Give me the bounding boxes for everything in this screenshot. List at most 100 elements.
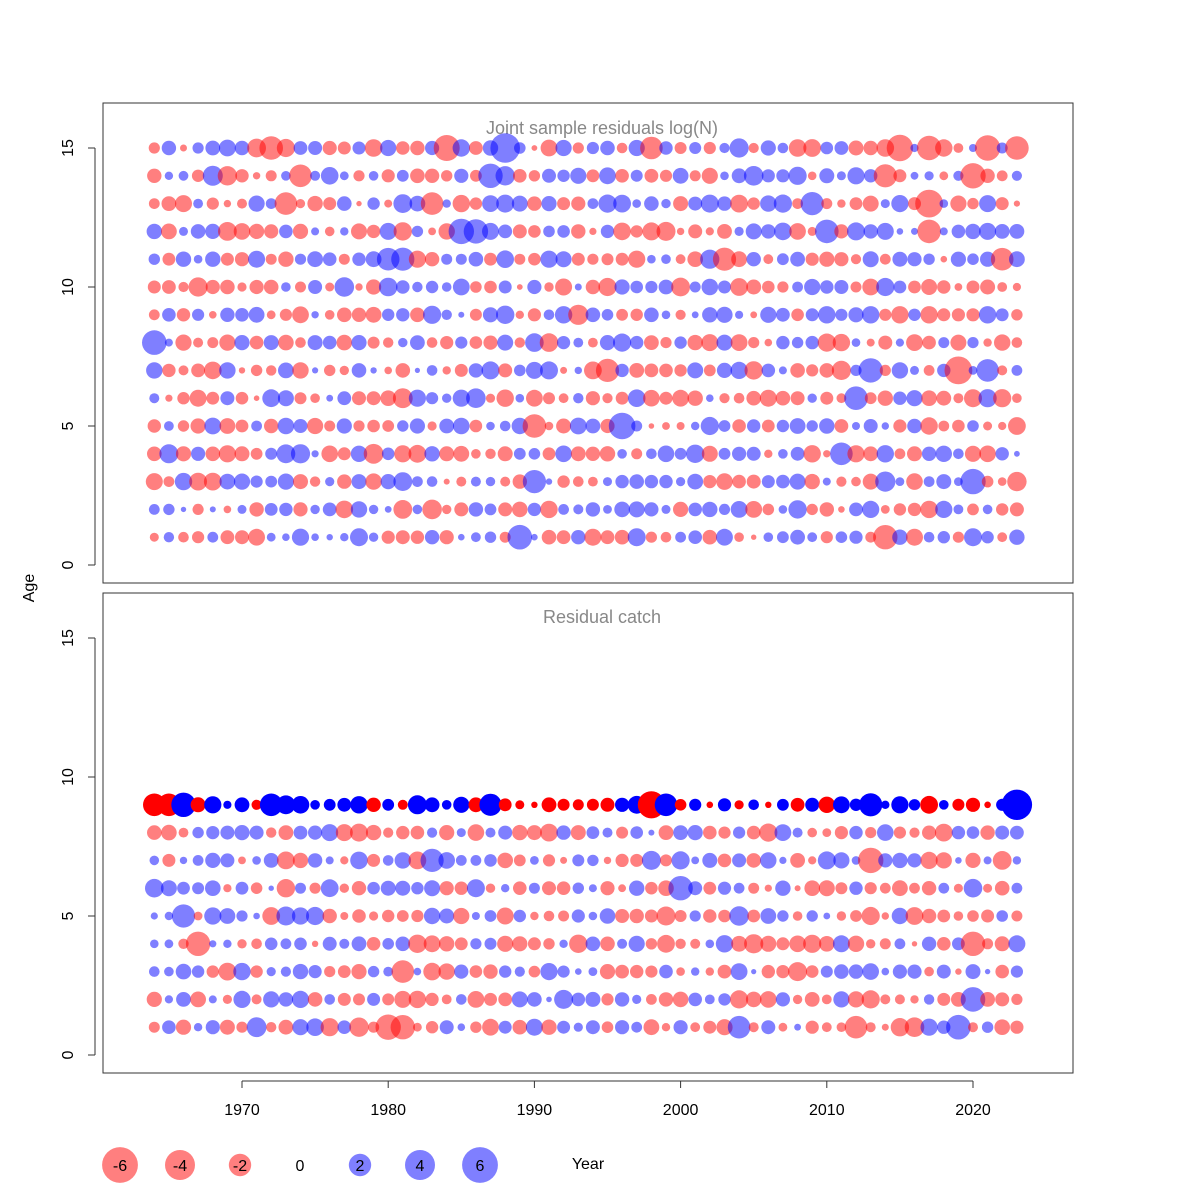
residual-bubble [439, 825, 455, 841]
residual-bubble [733, 826, 746, 839]
residual-bubble [847, 445, 865, 463]
residual-bubble [557, 1020, 571, 1034]
y-tick-label: 0 [60, 560, 77, 569]
residual-bubble [762, 503, 775, 516]
residual-bubble [485, 476, 496, 487]
residual-bubble [557, 197, 571, 211]
residual-bubble [837, 199, 846, 208]
residual-bubble [545, 478, 553, 485]
residual-bubble [236, 1021, 248, 1033]
residual-bubble [937, 308, 951, 322]
residual-bubble [915, 189, 943, 218]
residual-bubble [396, 910, 409, 922]
residual-bubble [470, 1021, 482, 1033]
residual-bubble [486, 421, 495, 431]
residual-bubble [862, 963, 879, 980]
residual-bubble [544, 282, 554, 292]
residual-bubble [701, 278, 719, 296]
residual-bubble [952, 798, 965, 811]
residual-bubble [979, 195, 997, 213]
residual-bubble [642, 222, 661, 241]
residual-bubble [383, 827, 394, 838]
residual-bubble [276, 138, 295, 158]
residual-bubble [528, 252, 541, 266]
residual-bubble [834, 224, 849, 239]
residual-bubble [632, 199, 641, 208]
residual-bubble [266, 1021, 277, 1033]
residual-bubble [674, 447, 687, 460]
residual-bubble [821, 994, 832, 1005]
residual-bubble [935, 852, 952, 869]
residual-bubble [704, 994, 715, 1005]
residual-bubble [307, 853, 323, 868]
residual-bubble [161, 223, 177, 240]
residual-bubble [423, 907, 441, 925]
residual-bubble [178, 827, 189, 838]
residual-bubble [924, 966, 934, 977]
residual-bubble [527, 502, 542, 517]
residual-bubble [674, 799, 687, 811]
residual-bubble [804, 473, 820, 490]
legend-label: 6 [476, 1158, 485, 1175]
y-tick-label: 15 [60, 629, 77, 647]
y-axis-panel-residuals-logN: 0 5 10 15 [60, 139, 96, 569]
residual-bubble [921, 279, 938, 295]
residual-bubble [980, 992, 995, 1007]
residual-bubble [408, 250, 426, 268]
residual-bubble [876, 445, 894, 463]
residual-bubble [675, 254, 686, 265]
residual-bubble [324, 994, 336, 1005]
residual-bubble [599, 964, 616, 980]
residual-bubble [981, 531, 994, 544]
residual-bubble [542, 447, 556, 461]
residual-bubble [206, 197, 219, 210]
residual-bubble [904, 1017, 925, 1037]
residual-bubble [746, 446, 761, 461]
residual-bubble [452, 278, 470, 296]
residual-bubble [939, 800, 949, 810]
residual-bubble [278, 251, 294, 267]
residual-bubble [412, 281, 423, 293]
residual-bubble [823, 912, 831, 920]
residual-bubble [702, 529, 718, 545]
residual-bubble [656, 906, 676, 926]
residual-bubble [223, 800, 232, 809]
residual-bubble [252, 856, 261, 865]
residual-bubble [717, 798, 732, 812]
residual-bubble [366, 224, 381, 239]
residual-bubble [832, 935, 850, 953]
residual-bubble [395, 530, 410, 545]
residual-bubble [324, 226, 335, 237]
residual-bubble [424, 168, 440, 183]
residual-bubble [469, 308, 482, 321]
residual-bubble [703, 475, 717, 489]
residual-bubble [602, 393, 613, 404]
residual-bubble [599, 446, 616, 462]
residual-bubble [309, 882, 321, 894]
residual-bubble [788, 166, 807, 185]
residual-bubble [483, 964, 498, 979]
residual-bubble [748, 799, 759, 811]
residual-bubble [425, 280, 439, 294]
residual-bubble [281, 171, 291, 181]
residual-bubble [595, 358, 620, 382]
residual-bubble [337, 391, 352, 406]
residual-bubble [528, 225, 541, 238]
residual-bubble [894, 448, 906, 460]
residual-bubble [217, 166, 238, 186]
residual-bubble [266, 967, 276, 977]
residual-bubble [822, 828, 832, 837]
residual-bubble [851, 476, 861, 487]
residual-bubble [910, 143, 919, 153]
residual-bubble [803, 934, 822, 953]
residual-bubble [992, 851, 1012, 870]
residual-bubble [555, 445, 572, 463]
residual-bubble [572, 142, 584, 154]
residual-bubble [515, 393, 525, 403]
residual-bubble [966, 308, 980, 322]
residual-bubble [689, 142, 702, 154]
residual-bubble [965, 964, 981, 980]
residual-bubble [410, 168, 425, 184]
residual-bubble [923, 476, 935, 487]
residual-bubble [555, 251, 572, 268]
